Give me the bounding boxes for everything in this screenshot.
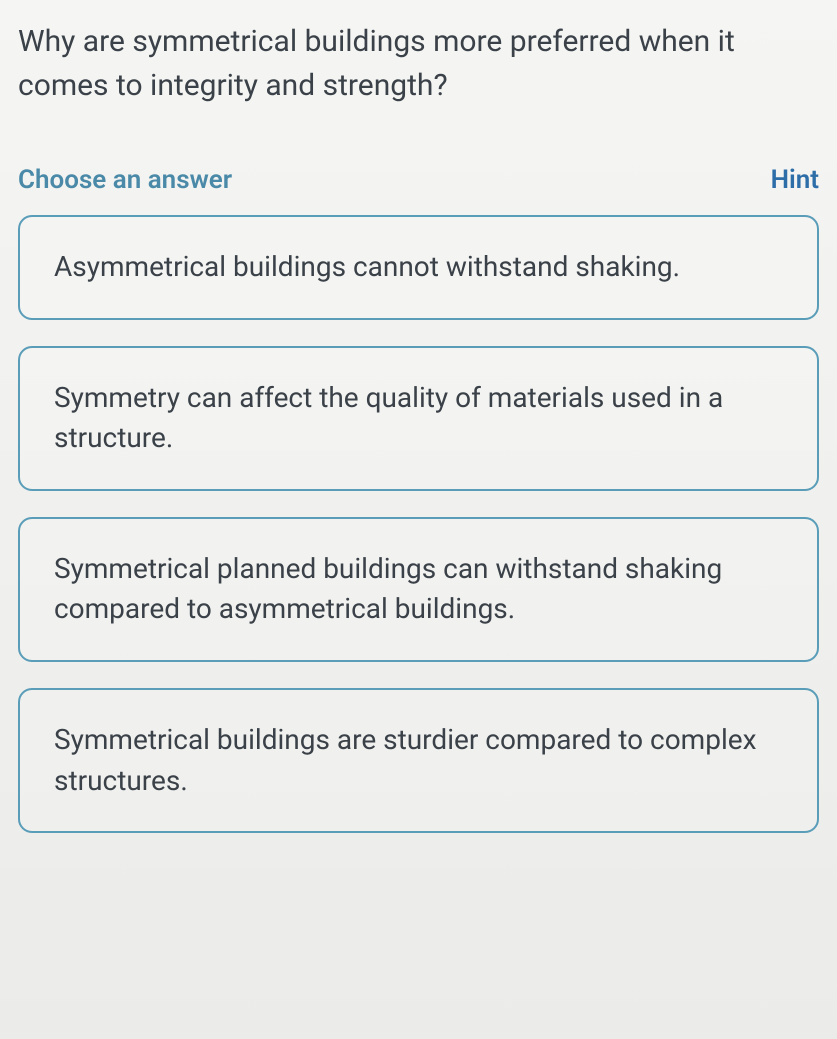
- choose-answer-row: Choose an answer Hint: [18, 165, 819, 195]
- answer-option-2[interactable]: Symmetrical planned buildings can withst…: [18, 517, 819, 662]
- answer-option-1[interactable]: Symmetry can affect the quality of mater…: [18, 346, 819, 491]
- answer-option-text: Symmetry can affect the quality of mater…: [54, 381, 723, 455]
- hint-button[interactable]: Hint: [771, 165, 819, 195]
- answer-option-3[interactable]: Symmetrical buildings are sturdier compa…: [18, 688, 819, 833]
- answer-option-text: Symmetrical planned buildings can withst…: [54, 552, 722, 626]
- answer-option-text: Asymmetrical buildings cannot withstand …: [54, 250, 680, 283]
- answer-option-0[interactable]: Asymmetrical buildings cannot withstand …: [18, 215, 819, 320]
- question-text: Why are symmetrical buildings more prefe…: [18, 20, 819, 107]
- choose-answer-label: Choose an answer: [18, 165, 232, 195]
- answer-option-text: Symmetrical buildings are sturdier compa…: [54, 723, 757, 797]
